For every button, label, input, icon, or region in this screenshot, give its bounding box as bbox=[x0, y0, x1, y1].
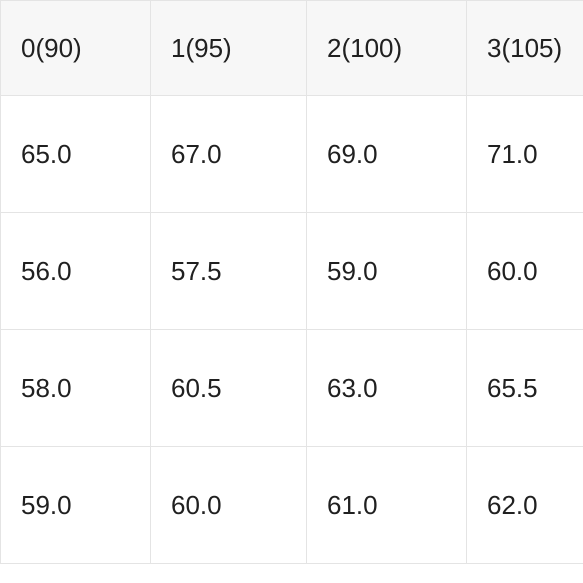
table-cell: 65.5 bbox=[467, 330, 583, 447]
table-cell: 65.0 bbox=[1, 96, 151, 213]
column-header: 2(100) bbox=[307, 1, 467, 96]
table-row: 56.0 57.5 59.0 60.0 bbox=[1, 213, 583, 330]
table-cell: 61.0 bbox=[307, 447, 467, 564]
column-header: 1(95) bbox=[151, 1, 307, 96]
table-cell: 63.0 bbox=[307, 330, 467, 447]
table-row: 65.0 67.0 69.0 71.0 bbox=[1, 96, 583, 213]
table-cell: 60.0 bbox=[151, 447, 307, 564]
table-row: 58.0 60.5 63.0 65.5 bbox=[1, 330, 583, 447]
table-cell: 71.0 bbox=[467, 96, 583, 213]
table-cell: 59.0 bbox=[1, 447, 151, 564]
table-cell: 57.5 bbox=[151, 213, 307, 330]
column-header: 3(105) bbox=[467, 1, 583, 96]
table-cell: 60.0 bbox=[467, 213, 583, 330]
table-cell: 59.0 bbox=[307, 213, 467, 330]
table-header-row: 0(90) 1(95) 2(100) 3(105) bbox=[1, 1, 583, 96]
table-cell: 58.0 bbox=[1, 330, 151, 447]
table-cell: 62.0 bbox=[467, 447, 583, 564]
data-table-container: 0(90) 1(95) 2(100) 3(105) 65.0 67.0 69.0… bbox=[0, 0, 583, 583]
column-header: 0(90) bbox=[1, 1, 151, 96]
table-cell: 67.0 bbox=[151, 96, 307, 213]
table-cell: 56.0 bbox=[1, 213, 151, 330]
data-table: 0(90) 1(95) 2(100) 3(105) 65.0 67.0 69.0… bbox=[0, 0, 583, 564]
table-cell: 60.5 bbox=[151, 330, 307, 447]
table-cell: 69.0 bbox=[307, 96, 467, 213]
table-row: 59.0 60.0 61.0 62.0 bbox=[1, 447, 583, 564]
